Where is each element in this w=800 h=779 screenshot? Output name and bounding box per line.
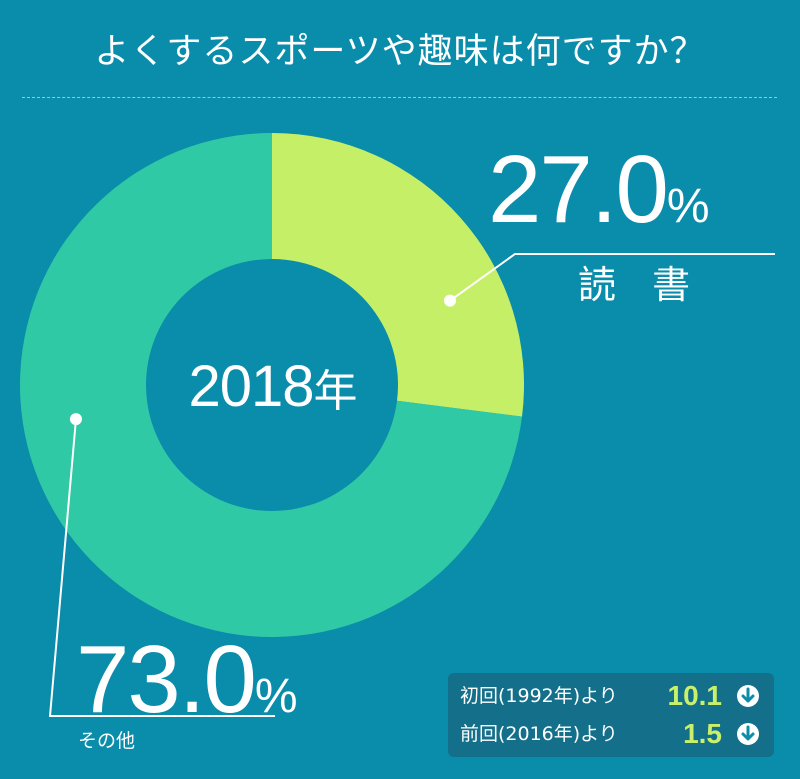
center-year-label: 2018年 — [150, 352, 395, 427]
other-leader-dot — [69, 413, 82, 426]
page-title: よくするスポーツや趣味は何ですか？ — [94, 32, 706, 72]
reading-leader — [444, 253, 775, 307]
down-arrow-circle-icon — [737, 685, 759, 707]
center-year-number: 2018 — [188, 354, 314, 419]
other-percent-sign: % — [254, 670, 298, 723]
comparison-value: 1.5 — [683, 718, 722, 749]
comparison-box: 初回(1992年)より 10.1 前回(2016年)より 1.5 — [448, 673, 774, 757]
comparison-value: 10.1 — [667, 680, 723, 711]
comparison-label: 前回(2016年)より — [460, 723, 618, 745]
other-leader-line — [48, 419, 275, 717]
other-percent-value: 73.0 — [76, 626, 257, 733]
donut-slice-reading — [272, 133, 524, 417]
reading-label: 読 書 — [578, 263, 703, 307]
comparison-row-previous-survey: 前回(2016年)より 1.5 — [448, 717, 774, 751]
donut-slice-other — [19, 133, 523, 637]
title-divider — [22, 97, 777, 98]
down-arrow-circle-icon — [737, 723, 759, 745]
reading-leader-dot — [444, 294, 457, 307]
comparison-row-first-survey: 初回(1992年)より 10.1 — [448, 679, 774, 713]
reading-leader-line — [449, 253, 775, 302]
reading-percent-sign: % — [666, 180, 710, 233]
reading-percent-value: 27.0 — [488, 136, 669, 243]
reading-percent: 27.0% — [488, 140, 710, 257]
leader-lines — [48, 253, 775, 717]
center-year-unit: 年 — [313, 366, 358, 417]
comparison-label: 初回(1992年)より — [460, 685, 618, 707]
other-percent: 73.0% — [76, 630, 298, 747]
donut-slices — [19, 133, 524, 637]
other-leader — [48, 413, 275, 717]
other-label: その他 — [78, 730, 136, 752]
